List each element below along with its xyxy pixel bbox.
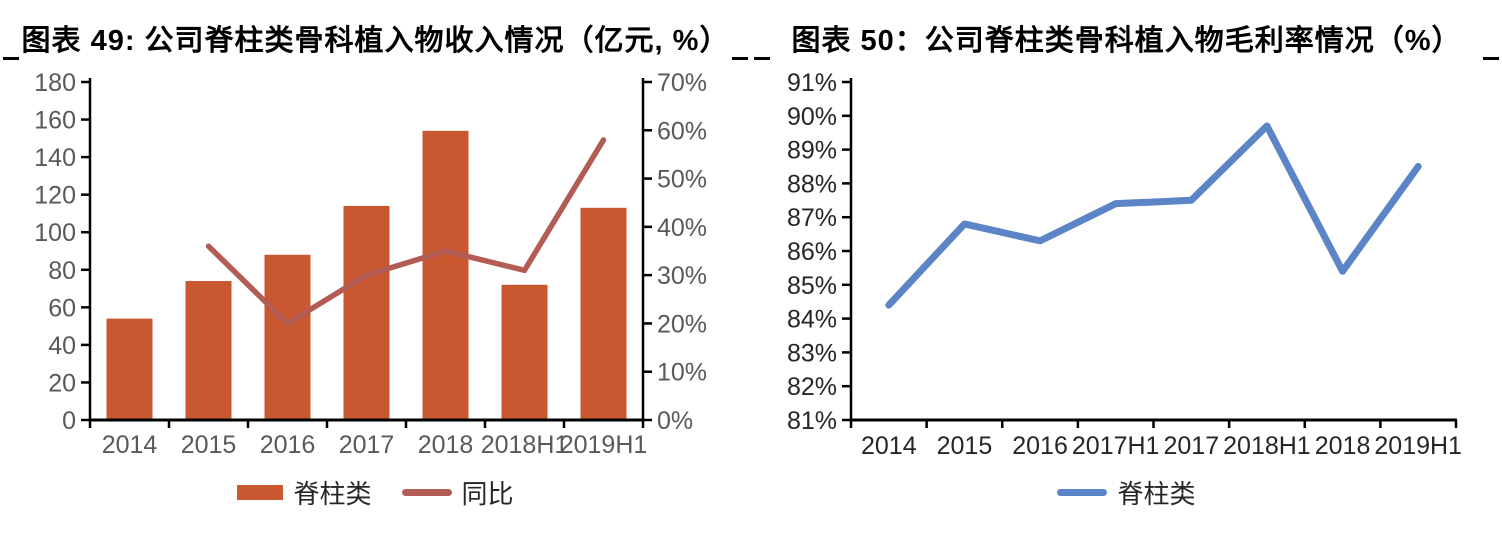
- x-axis-label: 2016: [260, 431, 316, 459]
- y-axis-label: 91%: [787, 69, 837, 97]
- line-series: [205, 137, 607, 327]
- border-dash: [732, 57, 748, 60]
- x-axis-label: 2014: [861, 432, 917, 460]
- y-axis-label: 82%: [787, 373, 837, 401]
- y-axis-label: 84%: [787, 306, 837, 334]
- line-series: [885, 122, 1422, 309]
- x-axis-label: 2016: [1012, 432, 1068, 460]
- y-axis-label: 83%: [787, 339, 837, 367]
- y-axis-label: 85%: [787, 272, 837, 300]
- x-axis-label: 2018: [418, 431, 474, 459]
- legend-item: 脊柱类: [237, 474, 372, 511]
- y-axis-label: 86%: [787, 238, 837, 266]
- right-axis-label: 50%: [657, 166, 707, 194]
- x-axis-label: 2019H1: [560, 431, 648, 459]
- y-axis-label: 88%: [787, 170, 837, 198]
- right-axis-label: 20%: [657, 310, 707, 338]
- y-axis-label: 60: [48, 294, 76, 322]
- x-axis-label: 2019H1: [1374, 432, 1462, 460]
- gross-margin-line-chart: 81% 82% 83% 84% 85% 86% 87% 88% 89% 90% 91% 2014 201…: [787, 69, 1462, 460]
- figure-49-revenue-chart-panel: 图表 49: 公司脊柱类骨科植入物收入情况（亿元, %） 0 20 40 60 80 10…: [0, 0, 751, 514]
- right-axis-label: 40%: [657, 214, 707, 242]
- bar: [580, 207, 627, 420]
- x-axis-label: 2018: [1315, 432, 1371, 460]
- bar: [185, 281, 232, 420]
- y-axis-label: 100: [34, 219, 76, 247]
- x-axis-label: 2017: [1164, 432, 1220, 460]
- figure-49-titlebar: 图表 49: 公司脊柱类骨科植入物收入情况（亿元, %）: [0, 0, 751, 64]
- x-axis-label: 2015: [937, 432, 993, 460]
- figure-50-legend: 脊柱类: [751, 470, 1502, 514]
- x-axis-label: 2017: [339, 431, 395, 459]
- bar: [501, 284, 548, 420]
- bar: [264, 254, 311, 420]
- x-axis-label: 2018H1: [1223, 432, 1311, 460]
- y-axis-label: 89%: [787, 137, 837, 165]
- y-axis-label: 20: [48, 369, 76, 397]
- y-axis-label: 80: [48, 257, 76, 285]
- figure-49-title: 图表 49: 公司脊柱类骨科植入物收入情况（亿元, %）: [21, 24, 730, 57]
- y-axis-label: 160: [34, 107, 76, 135]
- bar: [106, 318, 153, 420]
- right-axis-label: 30%: [657, 262, 707, 290]
- legend-label: 脊柱类: [1117, 478, 1196, 509]
- figure-49-legend: 脊柱类 同比: [0, 470, 751, 514]
- revenue-combo-chart: 0 20 40 60 80 100 120 140 160 180 0% 10% 20% 30% 40% 50…: [34, 69, 707, 459]
- x-axis-label: 2018H1: [481, 431, 569, 459]
- x-axis-label: 2014: [102, 431, 158, 459]
- legend-item: 脊柱类: [1057, 474, 1196, 511]
- legend-item: 同比: [401, 474, 514, 511]
- y-axis-label: 140: [34, 144, 76, 172]
- legend-line-swatch: [1057, 488, 1108, 496]
- right-axis-label: 10%: [657, 359, 707, 387]
- legend-line-swatch: [401, 488, 452, 496]
- y-axis-label: 40: [48, 332, 76, 360]
- y-axis-label: 81%: [787, 407, 837, 435]
- border-dash: [1482, 57, 1499, 60]
- figure-50-titlebar: 图表 50：公司脊柱类骨科植入物毛利率情况（%）: [751, 0, 1502, 64]
- y-axis-label: 0: [62, 407, 76, 435]
- right-axis-label: 0%: [657, 407, 693, 435]
- bar: [422, 130, 469, 421]
- x-axis-label: 2015: [181, 431, 237, 459]
- y-axis-label: 120: [34, 182, 76, 210]
- legend-label: 脊柱类: [293, 478, 372, 509]
- border-dash: [3, 57, 19, 60]
- y-axis-label: 87%: [787, 204, 837, 232]
- x-axis-label: 2017H1: [1072, 432, 1160, 460]
- y-axis-label: 90%: [787, 103, 837, 131]
- legend-bar-swatch: [237, 484, 284, 500]
- legend-label: 同比: [461, 478, 514, 509]
- right-axis-label: 60%: [657, 117, 707, 145]
- border-dash: [754, 57, 770, 60]
- y-axis-label: 180: [34, 69, 76, 97]
- figure-50-title: 图表 50：公司脊柱类骨科植入物毛利率情况（%）: [791, 24, 1462, 57]
- right-axis-label: 70%: [657, 69, 707, 97]
- figure-50-margin-chart-panel: 图表 50：公司脊柱类骨科植入物毛利率情况（%） 81% 82% 83% 84% 85%…: [751, 0, 1502, 556]
- bar: [343, 205, 390, 420]
